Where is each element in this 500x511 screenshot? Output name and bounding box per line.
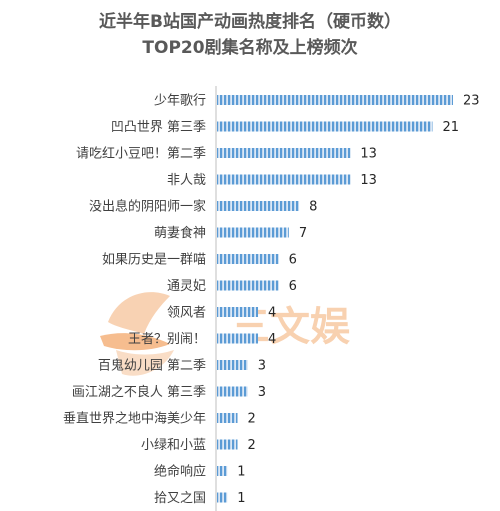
category-label: 绝命响应 [154, 464, 206, 480]
data-label: 13 [360, 173, 377, 188]
bar [217, 386, 248, 397]
category-label: 画江湖之不良人 第三季 [72, 384, 206, 400]
bar [217, 333, 259, 344]
bar [217, 148, 351, 158]
bar [217, 413, 238, 423]
data-label: 13 [360, 147, 377, 162]
category-label: 通灵妃 [167, 279, 206, 294]
category-label: 垂直世界之地中海美少年 [63, 412, 206, 427]
bar [217, 307, 259, 317]
data-label: 21 [442, 120, 459, 135]
bar [217, 201, 300, 211]
data-label: 4 [268, 306, 276, 321]
data-label: 6 [289, 253, 297, 268]
bar [217, 360, 248, 370]
category-label: 百鬼幼儿园 第二季 [98, 358, 206, 374]
data-label: 7 [299, 226, 307, 241]
chart-title: 近半年B站国产动画热度排名（硬币数） [99, 11, 401, 32]
data-label: 1 [237, 465, 245, 480]
category-label: 领风者 [167, 306, 206, 321]
category-label: 请吃红小豆吧！第二季 [76, 146, 206, 162]
data-label: 2 [248, 438, 256, 453]
data-label: 1 [237, 491, 245, 506]
data-label: 3 [258, 385, 266, 400]
bar [217, 174, 351, 185]
category-label: 王者？别闹！ [128, 332, 206, 347]
data-label: 2 [248, 412, 256, 427]
data-label: 6 [289, 279, 297, 294]
bar [217, 227, 289, 238]
category-label: 萌妻食神 [154, 225, 206, 241]
bar [217, 492, 228, 503]
category-label: 少年歌行 [154, 94, 206, 109]
category-label: 拾又之国 [154, 491, 206, 506]
data-label: 8 [309, 200, 317, 215]
data-label: 4 [268, 332, 276, 347]
data-label: 3 [258, 359, 266, 374]
data-label: 23 [463, 94, 480, 109]
chart-subtitle: TOP20剧集名称及上榜频次 [142, 37, 357, 58]
category-label: 非人哉 [167, 173, 206, 188]
category-label: 没出息的阴阳师一家 [89, 199, 206, 215]
bar [217, 466, 228, 476]
category-label: 小绿和小蓝 [141, 438, 206, 453]
bar [217, 280, 279, 291]
bar [217, 254, 279, 264]
bar [217, 95, 453, 105]
category-label: 凹凸世界 第三季 [111, 120, 206, 135]
bar [217, 121, 433, 132]
watermark-logo [100, 292, 174, 376]
bar [217, 439, 238, 450]
category-label: 如果历史是一群喵 [102, 252, 206, 268]
